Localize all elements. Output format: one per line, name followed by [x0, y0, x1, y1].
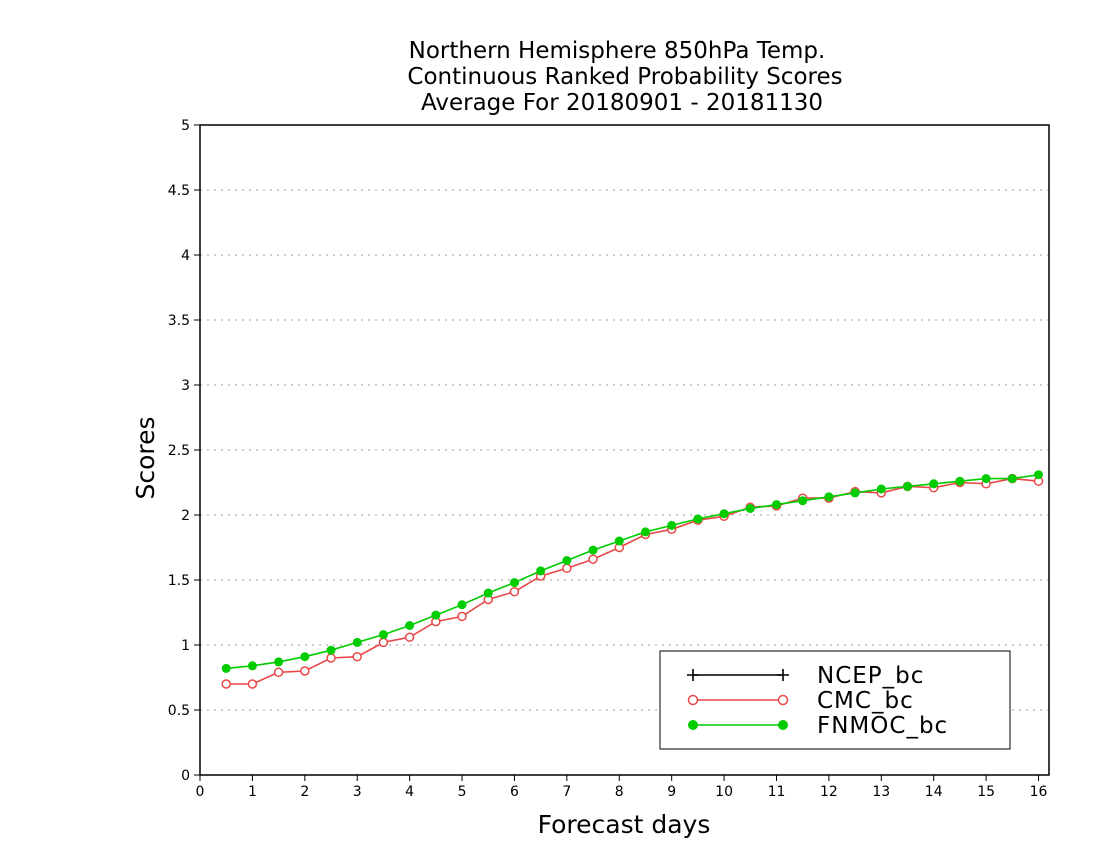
data-point: [378, 630, 388, 640]
legend-marker: [777, 694, 789, 706]
title-line-3: Average For 20180901 - 20181130: [421, 90, 823, 116]
x-tick-label: 16: [1030, 784, 1048, 800]
y-tick-label: 3.5: [168, 313, 190, 329]
series-layer: [221, 470, 1044, 689]
series-cmc-bc: [221, 473, 1044, 689]
data-point: [509, 586, 520, 597]
data-point: [300, 652, 310, 662]
x-tick-label: 14: [925, 784, 943, 800]
data-point: [536, 566, 546, 576]
legend-marker: [687, 669, 699, 681]
x-tick-label: 10: [715, 784, 733, 800]
y-tick-label: 2: [181, 508, 190, 524]
legend-item-cmc-bc: CMC_bc: [687, 688, 914, 714]
x-tick-label: 13: [872, 784, 890, 800]
x-tick-label: 15: [977, 784, 995, 800]
x-tick-label: 4: [405, 784, 414, 800]
legend-item-fnmoc-bc: FNMOC_bc: [688, 713, 948, 739]
data-point: [850, 488, 860, 498]
data-point: [404, 632, 415, 642]
series-line: [226, 473, 1039, 670]
x-axis-label: Forecast days: [538, 810, 711, 839]
data-point: [431, 610, 441, 620]
data-point: [457, 611, 467, 622]
y-axis-label: Scores: [131, 416, 160, 499]
y-axis-ticks: 0 0.5 1 1.5 2 2.5 3 3.5 4 4.5 5: [168, 118, 200, 784]
data-point: [745, 504, 755, 513]
data-point: [693, 514, 703, 524]
legend-item-ncep-bc: NCEP_bc: [687, 663, 924, 689]
x-tick-label: 2: [300, 784, 309, 800]
data-point: [562, 563, 572, 574]
data-point: [903, 481, 912, 491]
data-point: [221, 679, 231, 689]
data-point: [274, 657, 284, 667]
x-axis-ticks: 0 1 2 3 4 5 6 7 8 9 10 11 12 13 14 15 16: [196, 775, 1048, 800]
data-point: [326, 653, 336, 663]
x-tick-label: 9: [667, 784, 676, 800]
data-point: [562, 556, 572, 565]
data-point: [405, 621, 415, 630]
x-tick-label: 11: [768, 784, 786, 800]
data-point: [273, 667, 284, 678]
y-tick-label: 5: [181, 118, 190, 134]
legend-label: NCEP_bc: [817, 663, 924, 689]
title-line-2: Continuous Ranked Probability Scores: [407, 64, 842, 90]
data-point: [771, 500, 781, 510]
legend-label: FNMOC_bc: [817, 713, 948, 739]
data-point: [352, 637, 362, 647]
y-tick-label: 4.5: [168, 183, 190, 199]
legend-marker: [688, 720, 698, 730]
data-point: [719, 509, 729, 519]
x-tick-label: 12: [820, 784, 838, 800]
data-point: [876, 484, 886, 494]
data-point: [326, 645, 336, 655]
data-point: [247, 661, 257, 671]
data-point: [300, 666, 310, 676]
chart-title: Northern Hemisphere 850hPa Temp. Continu…: [407, 38, 842, 116]
x-tick-label: 1: [248, 784, 257, 800]
legend-marker: [687, 694, 699, 706]
grid: [200, 189, 1049, 711]
x-tick-label: 6: [510, 784, 519, 800]
x-tick-label: 7: [562, 784, 571, 800]
data-point: [640, 527, 650, 537]
data-point: [824, 492, 834, 502]
data-point: [667, 520, 677, 530]
data-point: [221, 663, 231, 673]
y-tick-label: 1: [181, 638, 190, 654]
data-point: [247, 679, 258, 689]
y-tick-label: 0: [181, 768, 190, 784]
data-point: [955, 476, 965, 486]
data-point: [588, 545, 598, 555]
x-tick-label: 0: [196, 784, 205, 800]
x-tick-label: 3: [353, 784, 362, 800]
data-point: [457, 600, 467, 610]
x-tick-label: 8: [615, 784, 624, 800]
data-point: [588, 554, 598, 564]
data-point: [981, 474, 991, 484]
data-point: [1034, 470, 1044, 480]
y-tick-label: 3: [181, 378, 190, 394]
data-point: [378, 637, 389, 648]
legend-label: CMC_bc: [817, 688, 914, 714]
data-point: [509, 578, 519, 588]
data-point: [929, 479, 939, 489]
y-tick-label: 0.5: [168, 703, 190, 719]
legend-marker: [778, 720, 788, 730]
data-point: [483, 588, 493, 598]
x-tick-label: 5: [458, 784, 467, 800]
y-tick-label: 2.5: [168, 443, 190, 459]
series-fnmoc-bc: [221, 470, 1044, 673]
y-tick-label: 4: [181, 248, 190, 264]
legend-marker: [777, 669, 789, 681]
data-point: [1007, 474, 1017, 484]
title-line-1: Northern Hemisphere 850hPa Temp.: [409, 38, 826, 64]
data-point: [798, 496, 808, 506]
y-tick-label: 1.5: [168, 573, 190, 589]
data-point: [614, 536, 624, 546]
data-point: [352, 651, 362, 662]
